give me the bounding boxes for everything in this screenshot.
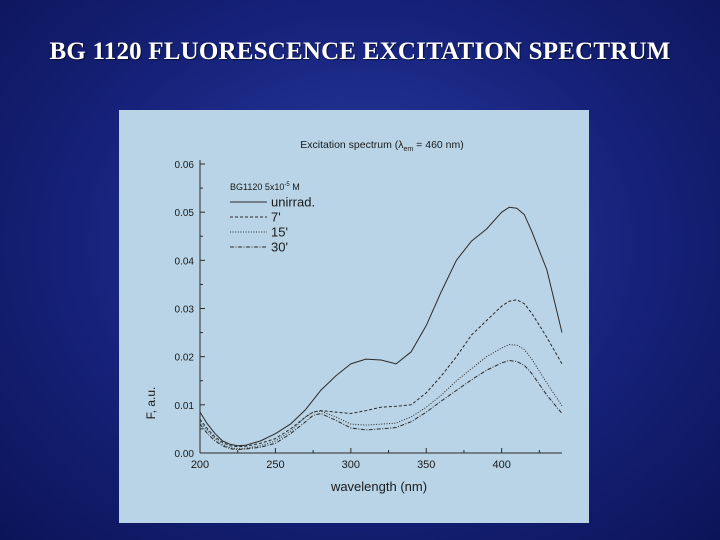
x-axis-label: wavelength (nm) — [330, 479, 427, 494]
legend-label-0: unirrad. — [271, 195, 315, 210]
legend-header-prefix: BG1120 5x10 — [230, 182, 284, 192]
x-tick-label-350: 350 — [417, 459, 435, 471]
chart-panel: 200 250 300 350 400 0.00 0.01 0.02 0.03 0.04 0.05 0… — [119, 110, 589, 523]
legend-header-suffix: M — [290, 182, 300, 192]
legend-label-1: 7' — [271, 210, 281, 225]
series-line-0 — [199, 206, 563, 447]
legend-header: BG1120 5x10-5 M — [230, 182, 300, 192]
y-tick-label-0.02: 0.02 — [175, 353, 195, 364]
x-tick-label-400: 400 — [492, 459, 510, 471]
legend-header-superscript: -5 — [284, 182, 290, 188]
x-tick-label-250: 250 — [266, 459, 284, 471]
legend-label-2: 15' — [271, 225, 288, 240]
y-axis-label: F, a.u. — [144, 387, 158, 420]
y-tick-label-0.03: 0.03 — [175, 305, 195, 316]
series-line-1 — [199, 299, 563, 448]
slide-title: BG 1120 FLUORESCENCE EXCITATION SPECTRUM — [49, 38, 671, 65]
chart-title-subscript: em — [404, 146, 414, 153]
y-tick-label-0.06: 0.06 — [175, 160, 195, 171]
y-tick-label-0.01: 0.01 — [175, 401, 195, 412]
y-tick-label-0.04: 0.04 — [175, 256, 195, 267]
series-line-3 — [199, 360, 563, 451]
series-line-2 — [199, 344, 563, 450]
chart-title: Excitation spectrum (λem = 460 nm) — [300, 139, 464, 153]
x-tick-label-300: 300 — [342, 459, 360, 471]
legend-label-3: 30' — [271, 240, 288, 255]
x-tick-label-200: 200 — [191, 459, 209, 471]
y-tick-label-0.05: 0.05 — [175, 208, 195, 219]
chart-title-prefix: Excitation spectrum (λ — [300, 139, 404, 151]
chart-title-suffix: = 460 nm) — [413, 139, 464, 151]
y-tick-label-0.00: 0.00 — [175, 449, 195, 460]
excitation-spectrum-chart: 200 250 300 350 400 0.00 0.01 0.02 0.03 0.04 0.05 0… — [144, 139, 563, 494]
